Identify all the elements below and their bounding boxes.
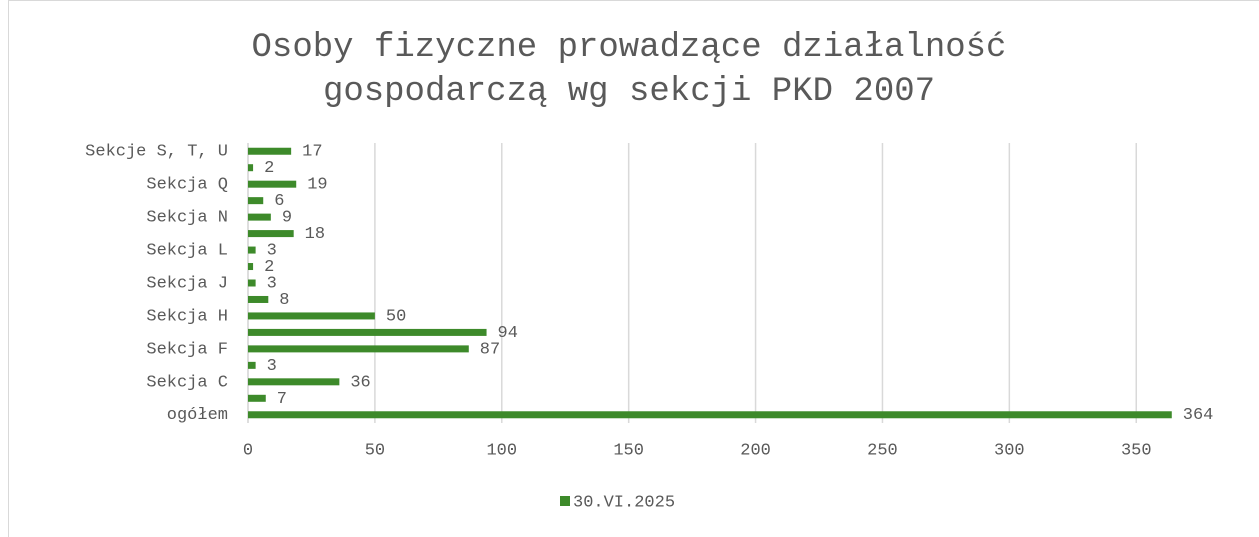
data-label: 9 <box>282 209 292 228</box>
chart-title: Osoby fizyczne prowadzące działalność go… <box>251 29 1007 111</box>
data-label: 8 <box>279 291 289 310</box>
bar <box>248 411 1172 419</box>
x-tick-label: 200 <box>740 441 771 460</box>
y-tick-label: Sekcja F <box>146 340 228 359</box>
chart-border <box>8 0 1259 537</box>
y-tick-label: Sekcja J <box>146 274 228 293</box>
bar <box>248 164 254 172</box>
y-tick-label: Sekcja N <box>146 209 228 228</box>
bar <box>248 147 292 155</box>
y-tick-label: Sekcja C <box>146 373 228 392</box>
x-tick-label: 0 <box>243 441 253 460</box>
data-label: 7 <box>277 390 287 409</box>
x-tick-label: 300 <box>994 441 1025 460</box>
y-tick-label: Sekcja H <box>146 307 228 326</box>
data-label: 18 <box>305 225 325 244</box>
bar <box>248 246 256 254</box>
data-label: 364 <box>1183 406 1214 425</box>
bar <box>248 180 297 188</box>
y-tick-label: Sekcja L <box>146 242 228 261</box>
data-label: 36 <box>350 373 370 392</box>
data-label: 3 <box>267 357 277 376</box>
data-label: 94 <box>498 324 518 343</box>
data-label: 50 <box>386 307 406 326</box>
x-tick-label: 150 <box>613 441 644 460</box>
bar <box>248 230 294 238</box>
legend-swatch <box>560 496 570 506</box>
data-label: 19 <box>307 176 327 195</box>
bar <box>248 361 256 369</box>
y-tick-label: ogółem <box>167 406 228 425</box>
bar <box>248 197 264 205</box>
legend-label: 30.VI.2025 <box>573 493 675 512</box>
x-tick-label: 50 <box>365 441 385 460</box>
data-label: 3 <box>267 242 277 261</box>
bar <box>248 263 254 271</box>
x-tick-label: 350 <box>1121 441 1152 460</box>
x-tick-label: 100 <box>486 441 517 460</box>
bar <box>248 394 266 402</box>
bar <box>248 295 269 303</box>
data-label: 87 <box>480 340 500 359</box>
data-label: 17 <box>302 143 322 162</box>
data-label: 2 <box>264 258 274 277</box>
bar <box>248 345 469 353</box>
bar <box>248 378 340 386</box>
bar <box>248 213 271 221</box>
y-tick-label: Sekcja Q <box>146 176 228 195</box>
x-tick-label: 250 <box>867 441 898 460</box>
bar <box>248 279 256 287</box>
bar <box>248 328 487 336</box>
data-label: 2 <box>264 159 274 178</box>
data-label: 3 <box>267 274 277 293</box>
bar <box>248 312 375 320</box>
y-tick-label: Sekcje S, T, U <box>85 143 228 162</box>
data-label: 6 <box>274 192 284 211</box>
